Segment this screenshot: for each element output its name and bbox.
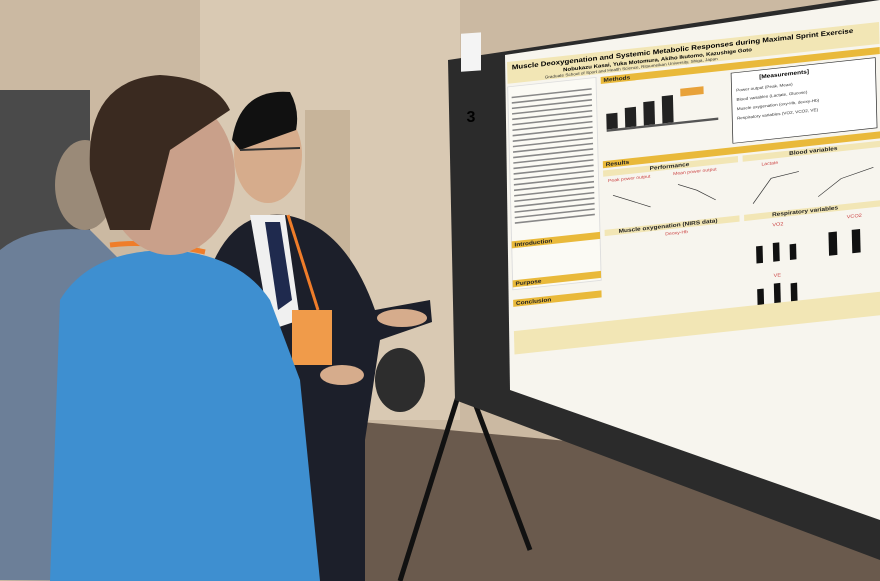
section-results: Results	[606, 160, 630, 168]
section-purpose: Purpose	[515, 279, 542, 287]
panel-vco2: VCO2	[847, 213, 862, 220]
board-number-card	[461, 32, 481, 72]
protocol-diagram	[606, 86, 719, 132]
easel-leg	[467, 389, 533, 551]
text-lines	[511, 88, 595, 224]
panel-blood: Blood variables	[789, 146, 838, 157]
glasses	[239, 147, 301, 151]
section-header	[512, 270, 602, 288]
visitor-hair	[89, 75, 230, 230]
presenter-hair	[232, 91, 298, 150]
section-introduction: Introduction	[514, 239, 552, 249]
panel-header	[742, 140, 880, 162]
backpack	[375, 348, 425, 412]
panel-deoxy: Deoxy-Hb	[665, 229, 688, 237]
measurements-box	[730, 57, 878, 144]
presenter-tie	[265, 222, 292, 310]
board-number: 3	[467, 109, 476, 126]
section-header	[602, 131, 880, 169]
easel-leg	[397, 389, 463, 581]
hand	[320, 365, 364, 385]
panel-header	[604, 215, 740, 237]
panel-peak: Peak power output	[608, 174, 651, 184]
panel-header	[744, 199, 880, 222]
panel-mean: Mean power output	[673, 167, 718, 177]
panel-lactate: Lactate	[761, 160, 778, 167]
panel-performance: Performance	[650, 162, 691, 172]
panel-ve: VE	[774, 273, 782, 279]
panel-header	[603, 156, 739, 177]
line-plots	[612, 167, 874, 208]
badge	[292, 310, 332, 365]
section-methods: Methods	[603, 75, 631, 83]
visitor-shirt	[50, 250, 320, 581]
section-header	[513, 290, 602, 307]
panel-vo2: VO2	[772, 221, 783, 228]
lanyard	[286, 214, 320, 311]
conclusion-band	[513, 291, 880, 355]
section-header	[511, 231, 601, 249]
measurements-title: [Measurements]	[759, 70, 809, 81]
section-conclusion: Conclusion	[516, 297, 552, 306]
hand	[377, 309, 427, 327]
title-band	[507, 21, 880, 84]
measurement: Power output (Peak, Mean)	[736, 82, 793, 93]
section-header	[600, 46, 880, 84]
